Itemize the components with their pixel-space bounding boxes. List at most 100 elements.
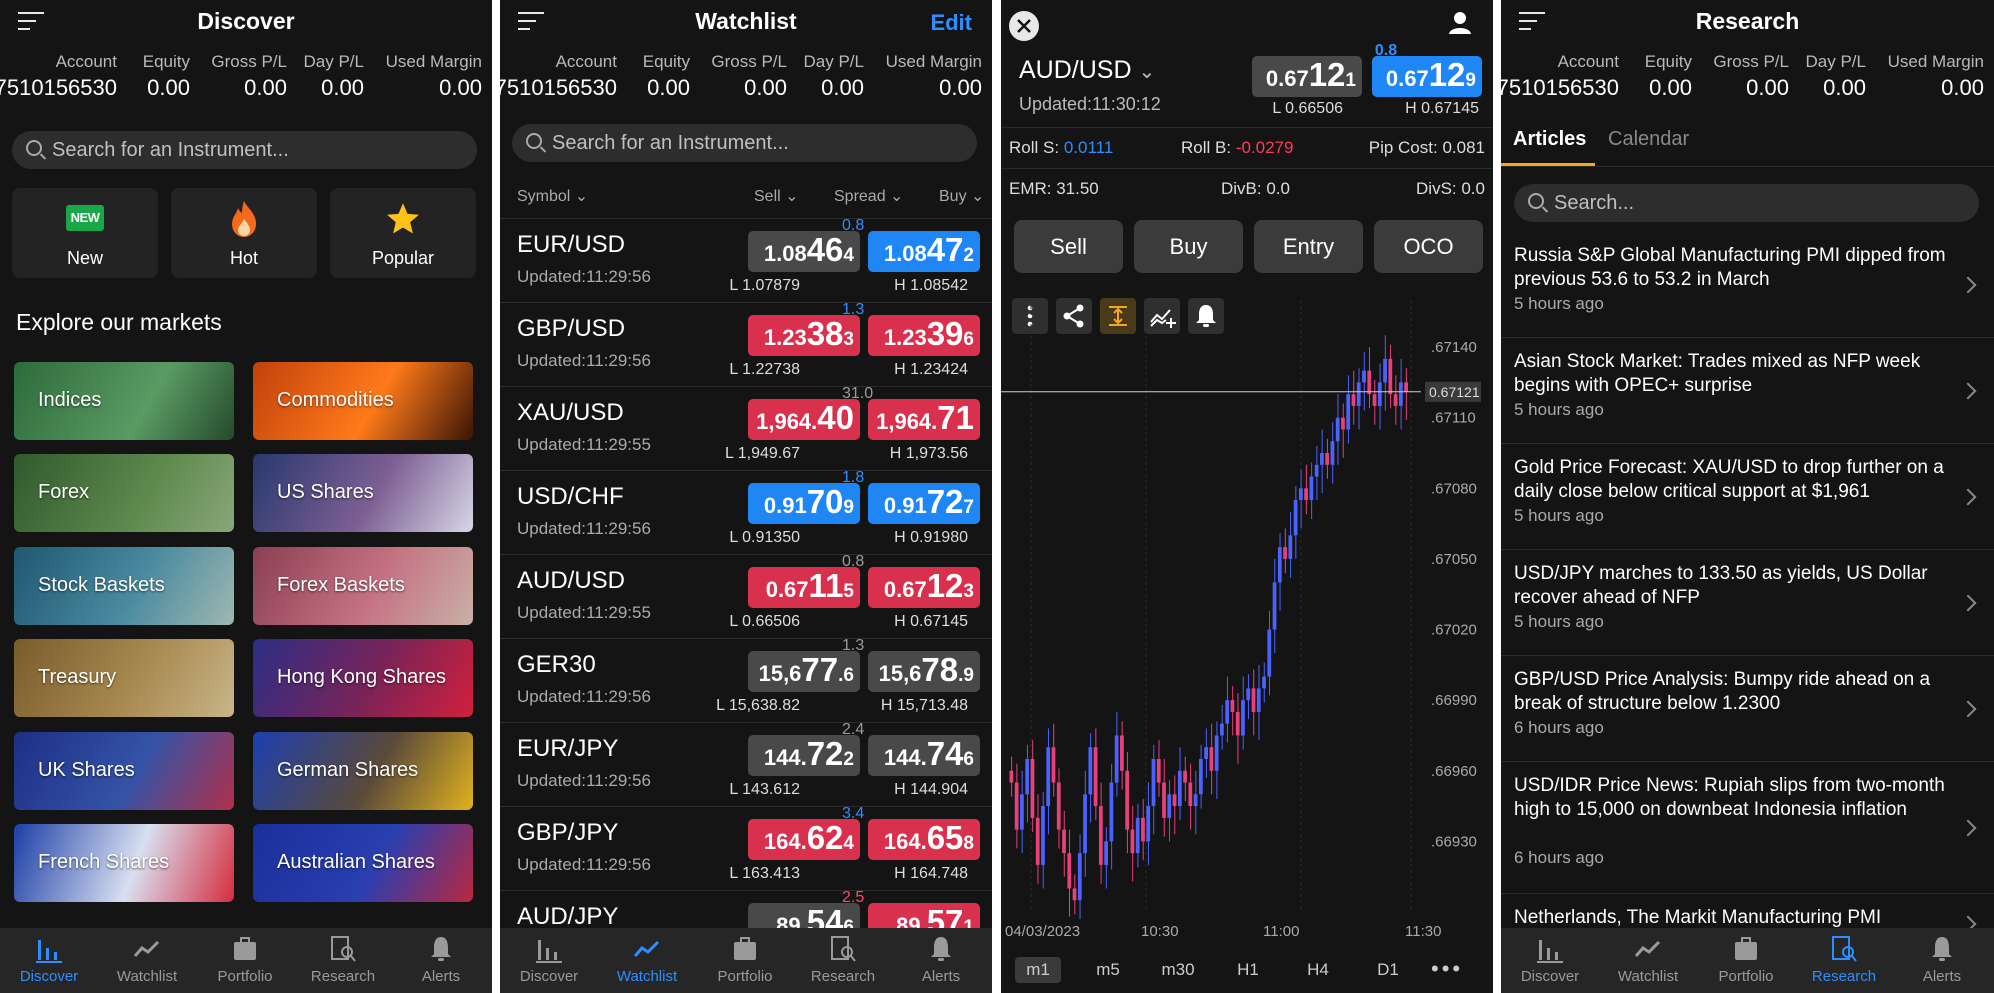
indicators-button[interactable] bbox=[1144, 298, 1180, 334]
watchlist-row[interactable]: AUD/USD Updated:11:29:55 0.8 0.67115 0.6… bbox=[500, 553, 992, 638]
oco-button[interactable]: OCO bbox=[1374, 220, 1483, 273]
market-commodities[interactable]: Commodities bbox=[253, 362, 473, 440]
market-stock-baskets[interactable]: Stock Baskets bbox=[14, 547, 234, 625]
menu-icon[interactable] bbox=[518, 12, 544, 30]
instrument-search[interactable]: Search for an Instrument... bbox=[512, 124, 977, 162]
sell-price[interactable]: 0.67115 bbox=[748, 567, 860, 608]
watchlist-row[interactable]: GBP/JPY Updated:11:29:56 3.4 164.624 164… bbox=[500, 805, 992, 890]
col-buy[interactable]: Buy ⌄ bbox=[939, 188, 985, 205]
price-alert-button[interactable] bbox=[1188, 298, 1224, 334]
market-us-shares[interactable]: US Shares bbox=[253, 454, 473, 532]
nav-portfolio[interactable]: Portfolio bbox=[196, 934, 294, 985]
sell-price[interactable]: 164.624 bbox=[748, 819, 860, 860]
watchlist-row[interactable]: GBP/USD Updated:11:29:56 1.3 1.23383 1.2… bbox=[500, 301, 992, 386]
instrument-selector[interactable]: AUD/USD ⌄ bbox=[1019, 56, 1156, 84]
tab-articles[interactable]: Articles bbox=[1513, 128, 1587, 150]
timeframe-h1[interactable]: H1 bbox=[1237, 960, 1259, 979]
nav-portfolio[interactable]: Portfolio bbox=[696, 934, 794, 985]
nav-research[interactable]: Research bbox=[294, 934, 392, 985]
watchlist-row[interactable]: EUR/USD Updated:11:29:56 0.8 1.08464 1.0… bbox=[500, 217, 992, 302]
article-item[interactable]: Gold Price Forecast: XAU/USD to drop fur… bbox=[1501, 444, 1994, 550]
buy-price[interactable]: 0.67129 bbox=[1372, 56, 1482, 97]
more-timeframes-icon[interactable]: ••• bbox=[1431, 956, 1464, 981]
buy-price[interactable]: 0.67123 bbox=[868, 567, 980, 608]
timeframe-m5[interactable]: m5 bbox=[1096, 960, 1120, 979]
market-french-shares[interactable]: French Shares bbox=[14, 824, 234, 902]
sell-button[interactable]: Sell bbox=[1014, 220, 1123, 273]
nav-alerts[interactable]: Alerts bbox=[892, 934, 990, 985]
market-treasury[interactable]: Treasury bbox=[14, 639, 234, 717]
close-button[interactable] bbox=[1009, 11, 1039, 41]
timeframe-h4[interactable]: H4 bbox=[1307, 960, 1329, 979]
sell-price[interactable]: 1.23383 bbox=[748, 315, 860, 356]
buy-price[interactable]: 164.658 bbox=[868, 819, 980, 860]
nav-research[interactable]: Research bbox=[794, 934, 892, 985]
x-tick-label: 11:00 bbox=[1263, 923, 1299, 940]
nav-watchlist[interactable]: Watchlist bbox=[598, 934, 696, 985]
chevron-right-icon bbox=[1959, 594, 1977, 612]
menu-icon[interactable] bbox=[1519, 12, 1545, 30]
nav-watchlist[interactable]: Watchlist bbox=[98, 934, 196, 985]
market-hong-kong-shares[interactable]: Hong Kong Shares bbox=[253, 639, 473, 717]
col-spread[interactable]: Spread ⌄ bbox=[834, 188, 904, 205]
nav-discover[interactable]: Discover bbox=[0, 934, 98, 985]
market-forex[interactable]: Forex bbox=[14, 454, 234, 532]
price-chart[interactable]: .67140 .67110 .67080 .67050 .67020 .66990 .669… bbox=[1001, 300, 1493, 940]
watchlist-row[interactable]: GER30 Updated:11:29:56 1.3 15,677.6 15,6… bbox=[500, 637, 992, 722]
entry-button[interactable]: Entry bbox=[1254, 220, 1363, 273]
sell-price[interactable]: 0.67121 bbox=[1252, 56, 1362, 97]
col-symbol[interactable]: Symbol ⌄ bbox=[517, 188, 589, 205]
article-item[interactable]: Russia S&P Global Manufacturing PMI dipp… bbox=[1501, 232, 1994, 338]
article-search[interactable]: Search... bbox=[1514, 184, 1979, 222]
watchlist-row[interactable]: EUR/JPY Updated:11:29:56 2.4 144.722 144… bbox=[500, 721, 992, 806]
buy-price[interactable]: 1.23396 bbox=[868, 315, 980, 356]
tab-calendar[interactable]: Calendar bbox=[1608, 128, 1690, 150]
article-item[interactable]: USD/IDR Price News: Rupiah slips from tw… bbox=[1501, 762, 1994, 894]
low-price: L 1.07879 bbox=[729, 277, 800, 294]
nav-alerts[interactable]: Alerts bbox=[1893, 934, 1991, 985]
buy-price[interactable]: 15,678.9 bbox=[868, 651, 980, 692]
buy-price[interactable]: 144.746 bbox=[868, 735, 980, 776]
sell-price[interactable]: 15,677.6 bbox=[748, 651, 860, 692]
col-sell[interactable]: Sell ⌄ bbox=[754, 188, 799, 205]
nav-watchlist[interactable]: Watchlist bbox=[1599, 934, 1697, 985]
quick-hot[interactable]: Hot bbox=[171, 188, 317, 278]
buy-price[interactable]: 0.91727 bbox=[868, 483, 980, 524]
watchlist-row[interactable]: XAU/USD Updated:11:29:55 31.0 1,964.40 1… bbox=[500, 385, 992, 470]
nav-discover[interactable]: Discover bbox=[1501, 934, 1599, 985]
nav-research[interactable]: Research bbox=[1795, 934, 1893, 985]
instrument-symbol: GBP/USD bbox=[517, 315, 626, 342]
share-button[interactable] bbox=[1056, 298, 1092, 334]
timeframe-m30[interactable]: m30 bbox=[1161, 960, 1195, 979]
sell-price[interactable]: 144.722 bbox=[748, 735, 860, 776]
market-australian-shares[interactable]: Australian Shares bbox=[253, 824, 473, 902]
quick-new[interactable]: NEW New bbox=[12, 188, 158, 278]
sell-price[interactable]: 0.91709 bbox=[748, 483, 860, 524]
menu-icon[interactable] bbox=[18, 12, 44, 30]
spread-value: 1.3 bbox=[842, 637, 865, 654]
market-indices[interactable]: Indices bbox=[14, 362, 234, 440]
nav-portfolio[interactable]: Portfolio bbox=[1697, 934, 1795, 985]
user-icon[interactable] bbox=[1447, 10, 1473, 36]
edit-button[interactable]: Edit bbox=[930, 10, 972, 35]
instrument-search[interactable]: Search for an Instrument... bbox=[12, 131, 477, 169]
quick-popular[interactable]: Popular bbox=[330, 188, 476, 278]
article-item[interactable]: Asian Stock Market: Trades mixed as NFP … bbox=[1501, 338, 1994, 444]
timeframe-m1[interactable]: m1 bbox=[1015, 957, 1061, 983]
crosshair-toggle[interactable] bbox=[1100, 298, 1136, 334]
watchlist-row[interactable]: USD/CHF Updated:11:29:56 1.8 0.91709 0.9… bbox=[500, 469, 992, 554]
buy-button[interactable]: Buy bbox=[1134, 220, 1243, 273]
sell-price[interactable]: 1,964.40 bbox=[748, 399, 860, 440]
timeframe-d1[interactable]: D1 bbox=[1377, 960, 1399, 979]
sell-price[interactable]: 1.08464 bbox=[748, 231, 860, 272]
article-item[interactable]: GBP/USD Price Analysis: Bumpy ride ahead… bbox=[1501, 656, 1994, 762]
market-german-shares[interactable]: German Shares bbox=[253, 732, 473, 810]
article-item[interactable]: USD/JPY marches to 133.50 as yields, US … bbox=[1501, 550, 1994, 656]
market-uk-shares[interactable]: UK Shares bbox=[14, 732, 234, 810]
nav-alerts[interactable]: Alerts bbox=[392, 934, 490, 985]
buy-price[interactable]: 1.08472 bbox=[868, 231, 980, 272]
buy-price[interactable]: 1,964.71 bbox=[868, 399, 980, 440]
market-forex-baskets[interactable]: Forex Baskets bbox=[253, 547, 473, 625]
nav-discover[interactable]: Discover bbox=[500, 934, 598, 985]
header: Research bbox=[1501, 0, 1994, 44]
